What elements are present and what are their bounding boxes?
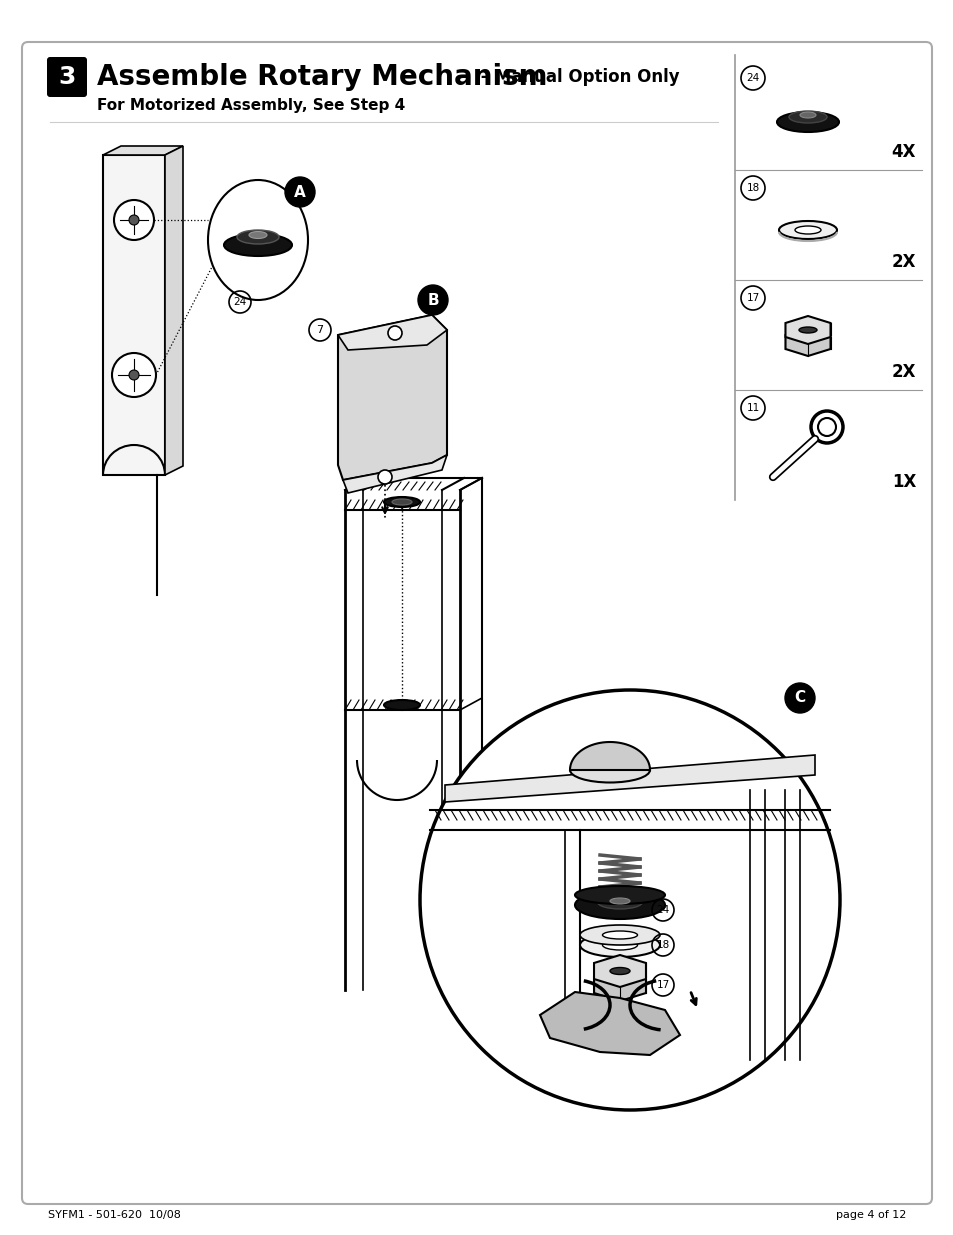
Ellipse shape <box>579 932 659 957</box>
Text: – Manual Option Only: – Manual Option Only <box>475 68 679 86</box>
Ellipse shape <box>602 940 637 950</box>
Text: 24: 24 <box>233 296 247 308</box>
Text: A: A <box>294 184 306 200</box>
Ellipse shape <box>579 925 659 945</box>
Circle shape <box>285 177 314 207</box>
Ellipse shape <box>794 226 821 233</box>
Circle shape <box>784 683 814 713</box>
Ellipse shape <box>224 233 292 256</box>
Ellipse shape <box>776 112 838 132</box>
Ellipse shape <box>575 890 664 919</box>
Polygon shape <box>569 742 649 769</box>
Text: Assemble Rotary Mechanism: Assemble Rotary Mechanism <box>97 63 547 91</box>
Text: 18: 18 <box>745 183 759 193</box>
Text: page 4 of 12: page 4 of 12 <box>835 1210 905 1220</box>
Text: 2X: 2X <box>891 253 915 270</box>
Circle shape <box>129 370 139 380</box>
Circle shape <box>417 285 448 315</box>
Ellipse shape <box>392 499 412 505</box>
Polygon shape <box>594 969 645 1002</box>
Text: For Motorized Assembly, See Step 4: For Motorized Assembly, See Step 4 <box>97 98 405 112</box>
Text: 3: 3 <box>58 65 75 89</box>
Polygon shape <box>343 454 447 493</box>
Text: 1X: 1X <box>891 473 915 492</box>
Ellipse shape <box>609 898 629 904</box>
Polygon shape <box>539 992 679 1055</box>
Polygon shape <box>337 315 447 350</box>
Ellipse shape <box>799 327 816 333</box>
Polygon shape <box>784 329 830 356</box>
Ellipse shape <box>575 885 664 904</box>
Text: 17: 17 <box>656 981 669 990</box>
Ellipse shape <box>602 931 637 939</box>
Ellipse shape <box>384 496 419 508</box>
Ellipse shape <box>208 180 308 300</box>
Circle shape <box>377 471 392 484</box>
Text: B: B <box>427 293 438 308</box>
Text: 2X: 2X <box>891 363 915 382</box>
Text: 7: 7 <box>316 325 323 335</box>
Text: 4X: 4X <box>891 143 915 161</box>
Ellipse shape <box>236 230 278 245</box>
Ellipse shape <box>779 221 836 240</box>
Ellipse shape <box>788 111 826 124</box>
Polygon shape <box>594 955 645 987</box>
FancyBboxPatch shape <box>47 57 87 98</box>
Circle shape <box>419 690 840 1110</box>
Polygon shape <box>103 146 183 156</box>
Polygon shape <box>103 156 165 475</box>
Text: 17: 17 <box>745 293 759 303</box>
Circle shape <box>129 215 139 225</box>
FancyBboxPatch shape <box>22 42 931 1204</box>
Ellipse shape <box>800 112 815 119</box>
Text: 24: 24 <box>656 905 669 915</box>
Text: 24: 24 <box>745 73 759 83</box>
Polygon shape <box>337 315 447 480</box>
Ellipse shape <box>384 700 419 710</box>
Ellipse shape <box>249 231 267 238</box>
Ellipse shape <box>569 757 649 783</box>
Polygon shape <box>165 146 183 475</box>
Circle shape <box>113 200 153 240</box>
Circle shape <box>388 326 401 340</box>
Polygon shape <box>444 755 814 802</box>
Text: SYFM1 - 501-620  10/08: SYFM1 - 501-620 10/08 <box>48 1210 181 1220</box>
Text: 18: 18 <box>656 940 669 950</box>
Ellipse shape <box>597 895 641 909</box>
Ellipse shape <box>609 967 629 974</box>
Text: 11: 11 <box>745 403 759 412</box>
Polygon shape <box>784 316 830 345</box>
Text: C: C <box>794 690 804 705</box>
Circle shape <box>112 353 156 396</box>
